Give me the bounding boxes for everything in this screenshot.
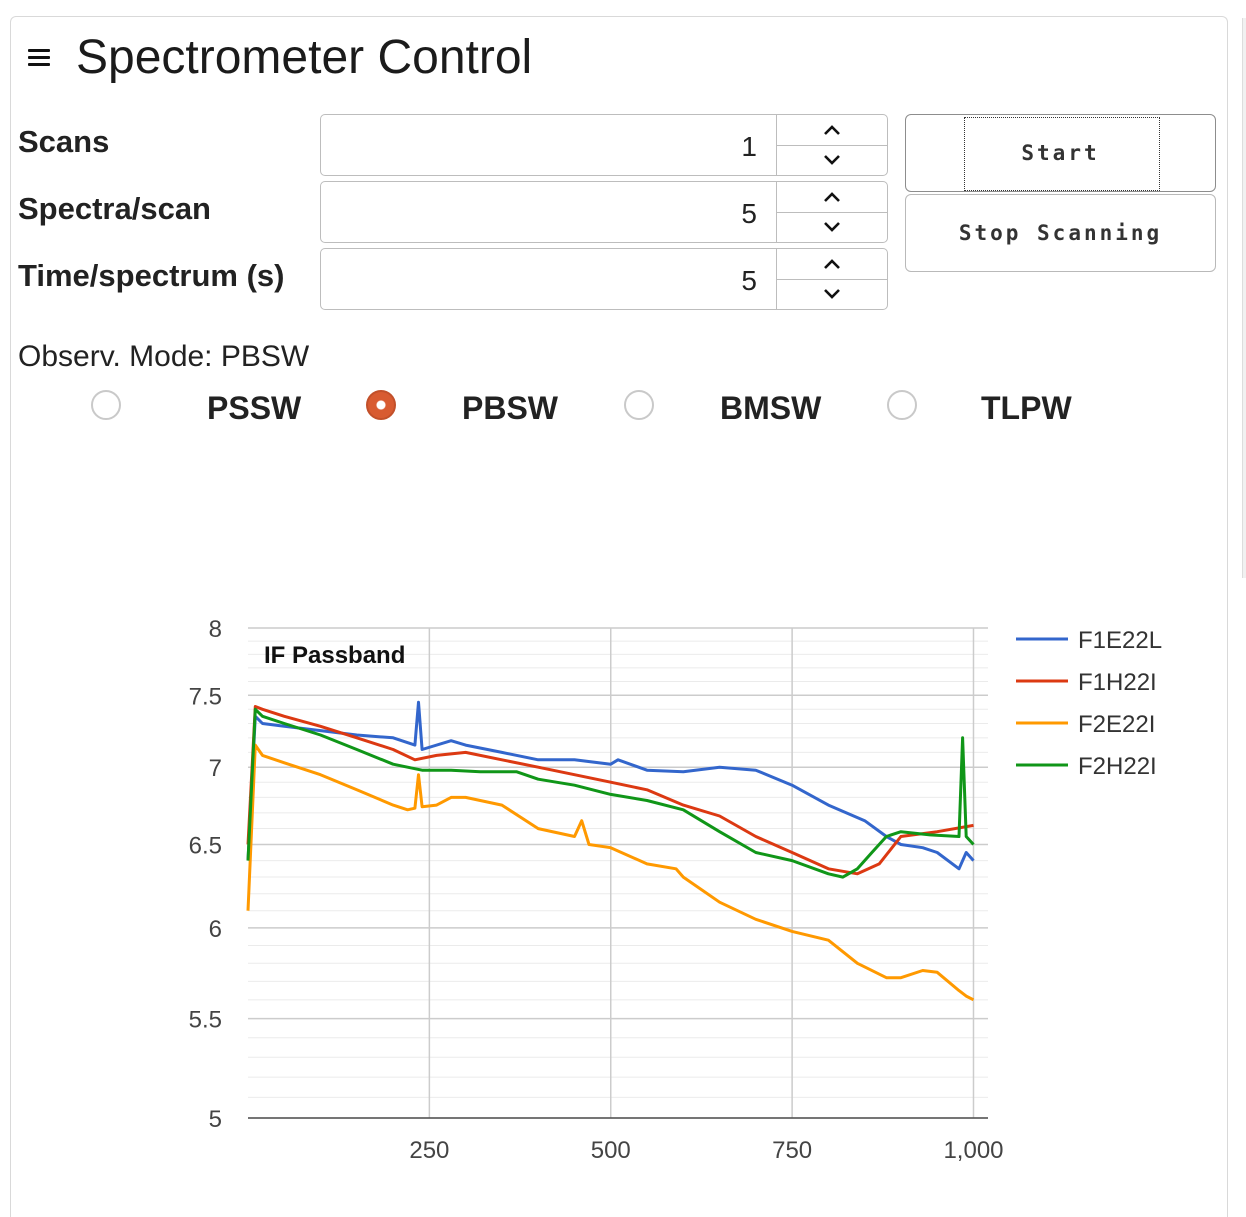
radio-tlpw-label[interactable]: TLPW — [981, 390, 1072, 426]
radio-tlpw[interactable] — [887, 390, 917, 420]
y-tick-label: 5 — [209, 1106, 222, 1133]
spectra-per-scan-value[interactable]: 5 — [741, 198, 757, 229]
radio-pssw[interactable] — [91, 390, 121, 420]
chevron-up-icon[interactable] — [777, 249, 887, 280]
y-tick-label: 6.5 — [189, 832, 222, 859]
chevron-down-icon[interactable] — [777, 279, 887, 309]
legend-label: F1H22I — [1078, 669, 1157, 696]
chart-series — [246, 700, 975, 1002]
y-tick-label: 6 — [209, 916, 222, 943]
legend-label: F2H22I — [1078, 753, 1157, 780]
y-tick-label: 5.5 — [189, 1007, 222, 1034]
x-tick-label: 250 — [409, 1137, 449, 1164]
radio-pbsw[interactable] — [366, 390, 396, 420]
chart-title: IF Passband — [264, 642, 405, 669]
y-tick-label: 8 — [209, 616, 222, 643]
time-per-spectrum-label: Time/spectrum (s) — [18, 258, 285, 293]
chart-legend: F1E22L F1H22I F2E22I F2H22I — [1016, 627, 1162, 780]
x-tick-label: 1,000 — [943, 1137, 1003, 1164]
series-line-f1e22l — [246, 700, 975, 871]
x-tick-label: 750 — [772, 1137, 812, 1164]
chevron-up-icon[interactable] — [777, 182, 887, 213]
hamburger-icon[interactable] — [28, 49, 50, 70]
time-per-spectrum-stepper[interactable]: 5 — [320, 248, 888, 310]
series-line-f2h22i — [246, 707, 975, 879]
spectra-per-scan-label: Spectra/scan — [18, 191, 211, 226]
x-tick-label: 500 — [591, 1137, 631, 1164]
scans-label: Scans — [18, 124, 110, 159]
page-title: Spectrometer Control — [76, 31, 533, 84]
radio-bmsw[interactable] — [624, 390, 654, 420]
chevron-down-icon[interactable] — [777, 212, 887, 242]
observation-mode-label: Observ. Mode: PBSW — [18, 340, 310, 373]
stop-button-label: Stop Scanning — [958, 221, 1163, 245]
series-line-f1h22i — [246, 705, 974, 876]
focus-ring — [964, 117, 1160, 191]
y-tick-label: 7 — [209, 755, 222, 782]
chart-grid — [248, 627, 988, 1119]
scans-stepper[interactable]: 1 — [320, 114, 888, 176]
legend-label: F1E22L — [1078, 627, 1162, 654]
chevron-down-icon[interactable] — [777, 145, 887, 175]
scans-value[interactable]: 1 — [741, 131, 757, 162]
radio-pbsw-label[interactable]: PBSW — [462, 390, 558, 426]
spectra-per-scan-stepper[interactable]: 5 — [320, 181, 888, 243]
y-tick-label: 7.5 — [189, 683, 222, 710]
start-button-label: Start — [1021, 141, 1100, 165]
if-passband-chart: 5 5.5 6 6.5 7 7.5 8 250 500 750 1,000 IF Passband… — [189, 616, 1162, 1164]
y-axis-labels: 5 5.5 6 6.5 7 7.5 8 — [189, 616, 222, 1133]
x-axis-labels: 250 500 750 1,000 — [409, 1137, 1003, 1164]
stop-scanning-button[interactable]: Stop Scanning — [905, 194, 1216, 272]
time-per-spectrum-value[interactable]: 5 — [741, 265, 757, 296]
series-line-f2e22i — [246, 743, 975, 1002]
radio-bmsw-label[interactable]: BMSW — [720, 390, 822, 426]
legend-label: F2E22I — [1078, 711, 1155, 738]
scrollbar[interactable] — [1242, 18, 1246, 578]
radio-pssw-label[interactable]: PSSW — [207, 390, 302, 426]
chevron-up-icon[interactable] — [777, 115, 887, 146]
start-button[interactable]: Start — [905, 114, 1216, 192]
